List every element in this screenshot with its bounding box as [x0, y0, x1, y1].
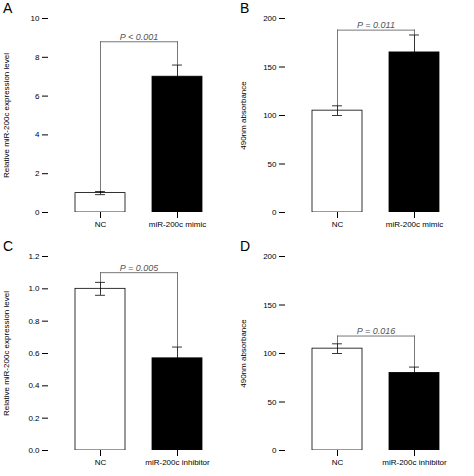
svg-text:0.8: 0.8 [28, 317, 40, 326]
html-text:B: B [240, 0, 250, 16]
svg-text:8: 8 [35, 53, 40, 62]
svg-text:miR-200c inhibitor: miR-200c inhibitor [382, 458, 447, 467]
svg-text:0: 0 [272, 446, 277, 455]
svg-text:200: 200 [263, 14, 277, 23]
svg-text:200: 200 [263, 252, 277, 261]
svg-text:10: 10 [31, 14, 40, 23]
svg-text:2: 2 [35, 169, 40, 178]
html-text:A: A [3, 0, 13, 16]
svg-text:0.4: 0.4 [28, 381, 40, 390]
svg-text:P < 0.001: P < 0.001 [120, 32, 158, 42]
svg-text:150: 150 [263, 301, 277, 310]
svg-text:1.2: 1.2 [28, 252, 40, 261]
svg-text:miR-200c inhibitor: miR-200c inhibitor [145, 458, 210, 467]
svg-text:0.0: 0.0 [28, 446, 40, 455]
svg-text:0.6: 0.6 [28, 349, 40, 358]
svg-text:100: 100 [263, 349, 277, 358]
svg-text:1.0: 1.0 [28, 284, 40, 293]
svg-text:6: 6 [35, 92, 40, 101]
html-text:D: D [240, 238, 251, 254]
svg-text:miR-200c mimic: miR-200c mimic [149, 220, 206, 229]
svg-text:490nm absorbance: 490nm absorbance [239, 319, 248, 388]
svg-text:0.2: 0.2 [28, 414, 40, 423]
svg-text:miR-200c mimic: miR-200c mimic [386, 220, 443, 229]
svg-text:NC: NC [95, 220, 107, 229]
svg-text:Relative miR-200c expression l: Relative miR-200c expression level [2, 291, 11, 416]
svg-text:NC: NC [332, 458, 344, 467]
svg-text:50: 50 [268, 398, 277, 407]
svg-text:0: 0 [272, 208, 277, 217]
svg-text:100: 100 [263, 111, 277, 120]
svg-text:Relative miR-200c expression l: Relative miR-200c expression level [2, 53, 11, 178]
svg-text:50: 50 [268, 160, 277, 169]
svg-text:NC: NC [95, 458, 107, 467]
svg-text:150: 150 [263, 63, 277, 72]
svg-text:P = 0.016: P = 0.016 [357, 326, 395, 336]
svg-text:P = 0.005: P = 0.005 [120, 263, 159, 273]
svg-text:NC: NC [332, 220, 344, 229]
svg-text:490nm absorbance: 490nm absorbance [239, 81, 248, 150]
html-text:C: C [3, 238, 14, 254]
svg-text:4: 4 [35, 130, 40, 139]
svg-text:P = 0.011: P = 0.011 [357, 20, 395, 30]
svg-text:0: 0 [35, 208, 40, 217]
